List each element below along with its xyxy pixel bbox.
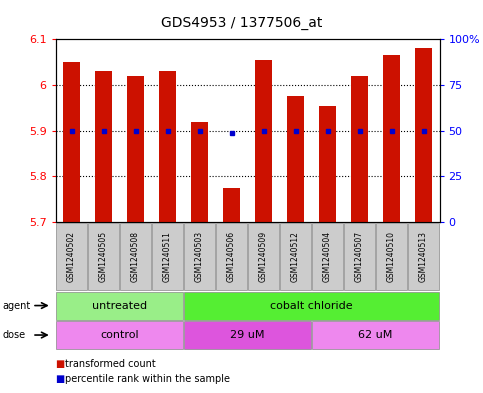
Text: dose: dose: [2, 330, 26, 340]
Text: GSM1240510: GSM1240510: [387, 231, 396, 282]
Text: percentile rank within the sample: percentile rank within the sample: [65, 374, 230, 384]
Text: GSM1240509: GSM1240509: [259, 231, 268, 282]
Text: agent: agent: [2, 301, 30, 310]
Bar: [383, 55, 400, 222]
Bar: [287, 96, 304, 222]
Bar: [127, 76, 144, 222]
Bar: [415, 48, 432, 222]
Bar: [191, 121, 208, 222]
Text: GSM1240503: GSM1240503: [195, 231, 204, 282]
Bar: [255, 60, 272, 222]
Bar: [351, 76, 369, 222]
Text: control: control: [100, 330, 139, 340]
Bar: [319, 106, 336, 222]
Text: 29 uM: 29 uM: [230, 330, 265, 340]
Text: ■: ■: [56, 374, 65, 384]
Bar: [159, 71, 176, 222]
Text: GSM1240507: GSM1240507: [355, 231, 364, 282]
Text: GSM1240513: GSM1240513: [419, 231, 428, 282]
Text: GSM1240511: GSM1240511: [163, 231, 172, 282]
Text: untreated: untreated: [92, 301, 147, 310]
Text: GSM1240508: GSM1240508: [131, 231, 140, 282]
Text: GSM1240512: GSM1240512: [291, 231, 300, 282]
Bar: [95, 71, 113, 222]
Text: GSM1240505: GSM1240505: [99, 231, 108, 282]
Bar: [63, 62, 80, 222]
Text: 62 uM: 62 uM: [358, 330, 393, 340]
Text: cobalt chloride: cobalt chloride: [270, 301, 353, 310]
Text: GSM1240506: GSM1240506: [227, 231, 236, 282]
Text: GSM1240504: GSM1240504: [323, 231, 332, 282]
Text: GSM1240502: GSM1240502: [67, 231, 76, 282]
Text: ■: ■: [56, 358, 65, 369]
Bar: [223, 188, 241, 222]
Text: transformed count: transformed count: [65, 358, 156, 369]
Text: GDS4953 / 1377506_at: GDS4953 / 1377506_at: [161, 16, 322, 30]
